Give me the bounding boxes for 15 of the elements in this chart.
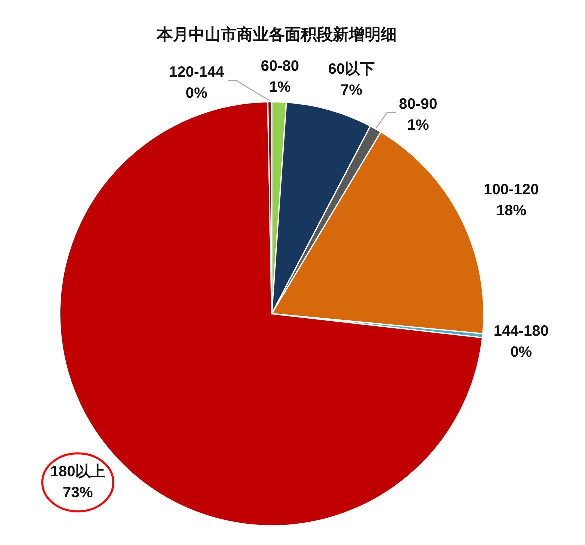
data-label: 1% — [269, 79, 292, 96]
data-label: 1% — [408, 117, 430, 134]
data-label: 18% — [496, 202, 527, 220]
slice-label: 100-120 — [484, 182, 540, 199]
data-label: 73% — [63, 484, 94, 502]
data-label: 0% — [186, 84, 208, 102]
slice-label: 120-144 — [169, 64, 225, 81]
slice-label: 60以下 — [328, 61, 376, 78]
slice-label: 60-80 — [261, 58, 300, 76]
data-label: 7% — [340, 82, 363, 100]
chart-title: 本月中山市商业各面积段新增明细 — [156, 26, 397, 44]
data-label: 0% — [510, 344, 532, 362]
slice-label: 144-180 — [494, 323, 549, 340]
slice-label: 80-90 — [399, 96, 438, 114]
slice-label: 180以上 — [50, 464, 106, 481]
